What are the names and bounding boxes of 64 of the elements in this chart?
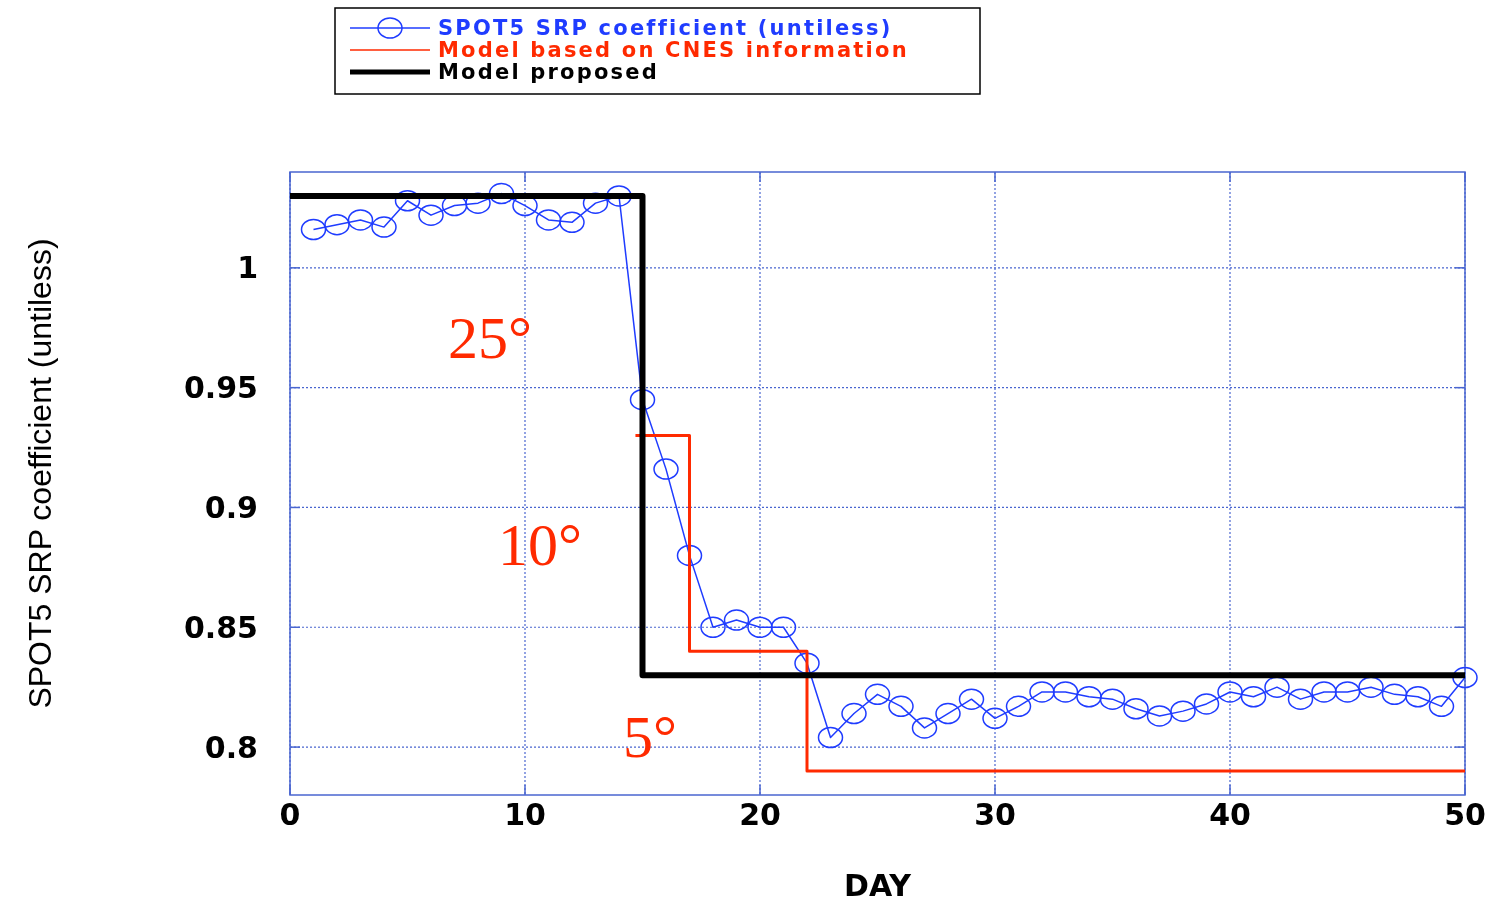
x-tick-label: 10 — [504, 797, 546, 832]
x-axis-title: DAY — [844, 867, 913, 903]
point — [1358, 676, 1384, 698]
y-tick-label: 0.9 — [204, 489, 258, 525]
x-tick-label: 50 — [1444, 797, 1486, 832]
point — [723, 609, 750, 631]
point — [347, 209, 374, 231]
point — [1099, 688, 1126, 710]
y-tick-label: 0.8 — [204, 729, 258, 765]
point — [1170, 700, 1196, 722]
point — [1146, 705, 1173, 727]
point — [324, 213, 350, 236]
point — [841, 702, 867, 725]
point — [864, 683, 891, 706]
point — [1217, 681, 1243, 703]
point — [418, 204, 444, 226]
point — [794, 652, 820, 674]
point — [300, 218, 327, 241]
point — [747, 616, 773, 639]
annotation: 25° — [448, 305, 532, 371]
point — [629, 388, 656, 411]
annotation: 10° — [498, 512, 582, 578]
x-tick-label: 0 — [279, 797, 301, 832]
legend-label: SPOT5 SRP coefficient (untiless) — [438, 16, 893, 40]
point — [653, 458, 679, 480]
point — [770, 616, 797, 639]
point — [1052, 681, 1079, 703]
point — [488, 182, 515, 205]
point — [1076, 686, 1102, 708]
point — [958, 688, 985, 710]
point — [1428, 695, 1455, 718]
point — [1005, 695, 1032, 718]
point — [911, 717, 938, 739]
legend-label: Model based on CNES information — [438, 38, 909, 62]
y-axis-title: SPOT5 SRP coefficient (untiless) — [22, 238, 58, 709]
point — [935, 702, 961, 725]
point — [700, 616, 726, 639]
point — [1264, 676, 1290, 698]
point — [1029, 681, 1055, 703]
point — [1311, 681, 1337, 703]
point — [1381, 683, 1408, 706]
point — [394, 190, 421, 212]
point — [982, 707, 1008, 730]
point — [1123, 697, 1149, 720]
point — [1334, 681, 1361, 703]
point — [559, 211, 585, 234]
point — [1452, 666, 1478, 689]
point — [1240, 686, 1267, 708]
point — [371, 216, 397, 238]
point — [1405, 686, 1431, 708]
point — [1287, 688, 1314, 710]
annotation: 5° — [623, 704, 677, 770]
y-tick-label: 0.85 — [183, 609, 258, 645]
point — [676, 544, 703, 567]
point — [535, 209, 562, 231]
x-tick-label: 20 — [739, 797, 781, 832]
legend-label: Model proposed — [438, 60, 659, 84]
y-tick-label: 1 — [237, 250, 258, 286]
y-tick-label: 0.95 — [183, 370, 258, 406]
x-tick-label: 40 — [1209, 797, 1251, 832]
point — [1193, 693, 1220, 715]
point — [888, 695, 914, 718]
x-tick-label: 30 — [974, 797, 1016, 832]
point — [817, 726, 844, 749]
